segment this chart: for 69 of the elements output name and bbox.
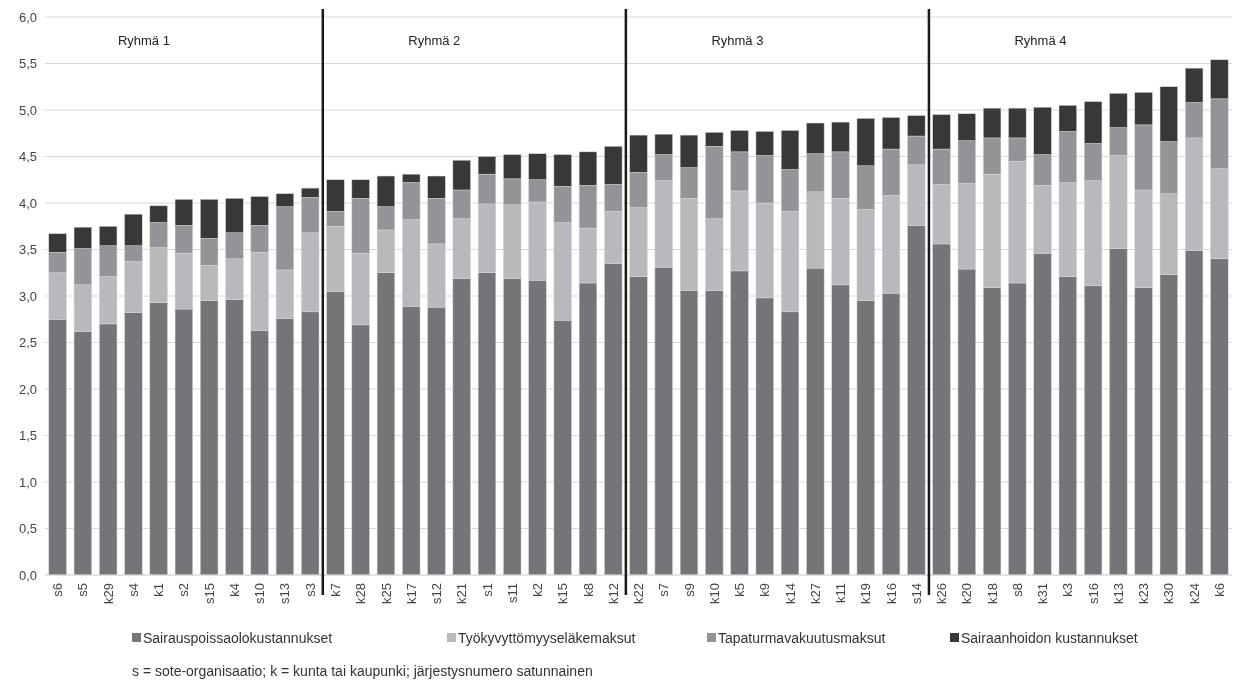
x-tick-label: k15 xyxy=(555,583,571,604)
x-tick-label: k12 xyxy=(605,583,621,604)
x-tick-label: k29 xyxy=(100,583,116,604)
y-tick-label: 4,0 xyxy=(18,195,37,211)
x-tick-label: k31 xyxy=(1035,583,1051,604)
y-tick-label: 4,5 xyxy=(18,149,37,165)
x-tick-label: s9 xyxy=(681,583,697,597)
y-tick-label: 2,0 xyxy=(18,381,37,397)
y-tick-label: 0,5 xyxy=(18,521,37,537)
x-tick-label: k24 xyxy=(1186,583,1202,604)
x-tick-label: k5 xyxy=(732,583,748,597)
x-tick-label: k23 xyxy=(1136,583,1152,604)
x-tick-label: s15 xyxy=(201,583,217,604)
x-tick-label: s1 xyxy=(479,583,495,597)
x-tick-label: k26 xyxy=(934,583,950,604)
x-tick-label: s11 xyxy=(504,583,520,603)
x-tick-label: s16 xyxy=(1085,583,1101,604)
x-tick-label: s12 xyxy=(429,583,445,604)
annotation: Ryhmä 2 xyxy=(408,33,461,48)
annotation: Ryhmä 1 xyxy=(117,33,170,48)
y-tick-label: 5,0 xyxy=(18,102,37,118)
x-tick-label: k3 xyxy=(1060,583,1076,597)
legend-label: Sairaanhoidon kustannukset xyxy=(961,629,1138,646)
x-tick-label: s14 xyxy=(908,583,924,604)
x-tick-label: k2 xyxy=(530,583,546,597)
x-tick-label: k13 xyxy=(1110,583,1126,604)
legend-label: Työkyvyttömyyseläkemaksut xyxy=(458,629,636,646)
x-tick-label: s4 xyxy=(125,583,141,597)
x-tick-label: k28 xyxy=(353,583,369,604)
text: s = sote-organisaatio; k = kunta tai kaupunki; järjestysnumero satunnainen xyxy=(132,662,593,679)
x-tick-label: k27 xyxy=(807,583,823,604)
x-tick-label: k1 xyxy=(151,583,167,597)
x-tick-label: s5 xyxy=(75,583,91,597)
x-tick-label: k11 xyxy=(833,583,849,603)
x-tick-label: k16 xyxy=(883,583,899,604)
x-tick-label: k30 xyxy=(1161,583,1177,604)
legend-label: Tapaturmavakuutusmaksut xyxy=(718,629,886,646)
legend-label: Sairauspoissaolokustannukset xyxy=(143,629,333,646)
y-tick-label: 1,0 xyxy=(18,474,37,490)
y-tick-label: 6,0 xyxy=(18,9,37,25)
x-tick-label: k18 xyxy=(984,583,1000,604)
x-tick-label: k4 xyxy=(226,583,242,597)
y-tick-label: 1,5 xyxy=(18,428,37,444)
x-tick-label: k25 xyxy=(378,583,394,604)
x-tick-label: s10 xyxy=(252,583,268,604)
x-tick-label: k17 xyxy=(403,583,419,604)
y-tick-label: 3,5 xyxy=(18,242,37,258)
y-tick-label: 5,5 xyxy=(18,56,37,72)
x-tick-label: s13 xyxy=(277,583,293,604)
x-tick-label: k14 xyxy=(782,583,798,604)
x-tick-label: k21 xyxy=(454,583,470,604)
y-tick-label: 0,0 xyxy=(18,567,37,583)
x-tick-label: s2 xyxy=(176,583,192,597)
x-tick-label: k20 xyxy=(959,583,975,604)
y-tick-label: 3,0 xyxy=(18,288,37,304)
x-tick-label: k10 xyxy=(706,583,722,604)
x-tick-label: k7 xyxy=(327,583,343,597)
annotation: Ryhmä 3 xyxy=(711,33,764,48)
x-tick-label: s7 xyxy=(656,583,672,597)
x-tick-label: k19 xyxy=(858,583,874,604)
x-tick-label: k6 xyxy=(1211,583,1227,597)
x-tick-label: s8 xyxy=(1009,583,1025,597)
x-tick-label: k9 xyxy=(757,583,773,597)
annotation: Ryhmä 4 xyxy=(1014,33,1067,48)
x-tick-label: s6 xyxy=(50,583,66,597)
x-tick-label: k8 xyxy=(580,583,596,597)
x-tick-label: s3 xyxy=(302,583,318,597)
y-tick-label: 2,5 xyxy=(18,335,37,351)
x-tick-label: k22 xyxy=(631,583,647,604)
